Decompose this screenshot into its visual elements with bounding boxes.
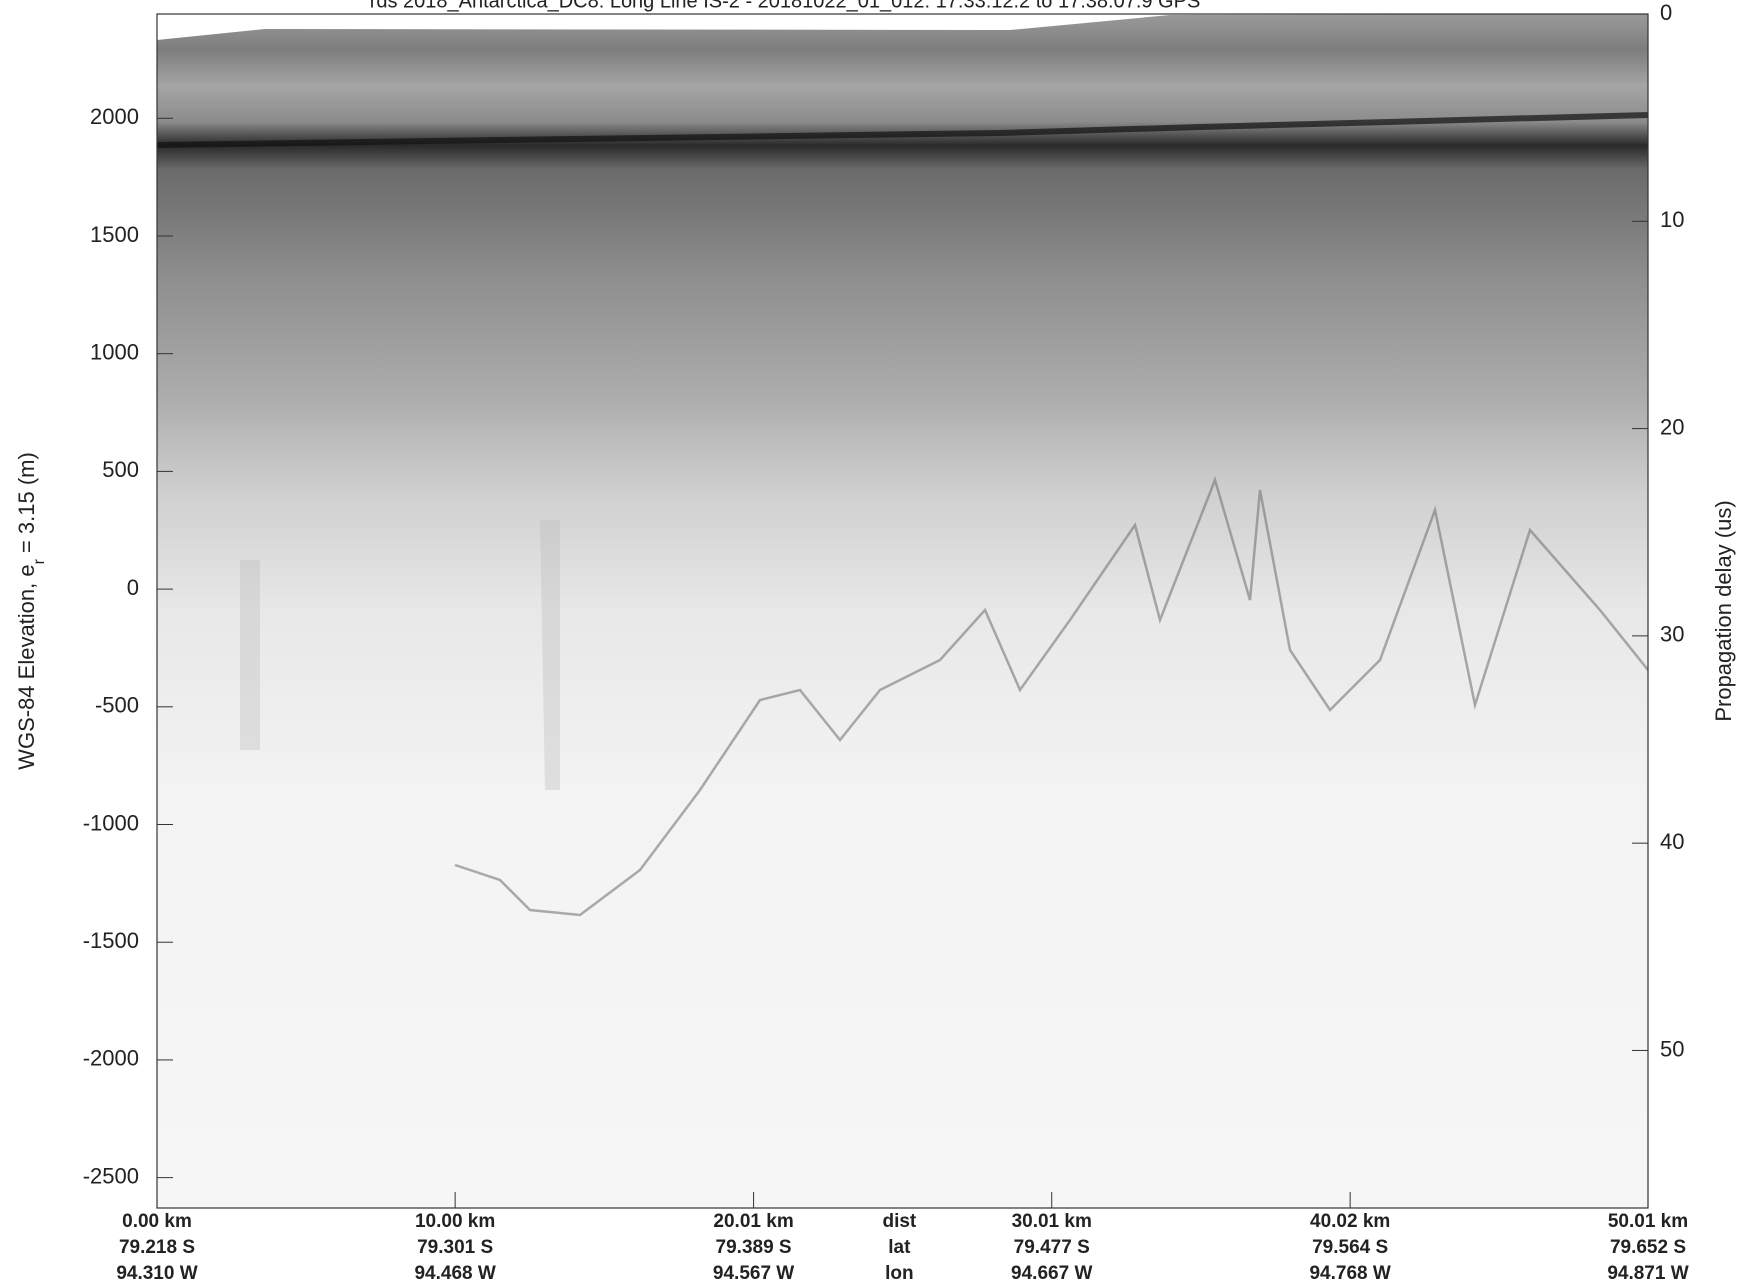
lat-label: 79.564 S — [1312, 1237, 1388, 1258]
lat-label: 79.301 S — [417, 1237, 493, 1258]
y-tick-label: 2000 — [90, 104, 139, 129]
x-tick-label: 20.01 km — [713, 1211, 793, 1232]
y-tick-label: 1000 — [90, 340, 139, 365]
y-tick-label: -1000 — [83, 810, 139, 835]
x-tick-label: 0.00 km — [122, 1211, 192, 1232]
lat-label: 79.477 S — [1014, 1237, 1090, 1258]
y-tick-label: -1500 — [83, 928, 139, 953]
y-axis-label-main: WGS-84 Elevation, e — [14, 564, 39, 769]
lon-label: 94.871 W — [1607, 1263, 1688, 1284]
lon-label: 94.468 W — [414, 1263, 495, 1284]
y2-tick-label: 20 — [1660, 414, 1684, 439]
row-name: lat — [888, 1237, 911, 1258]
lon-label: 94.310 W — [116, 1263, 197, 1284]
lon-label: 94.567 W — [713, 1263, 794, 1284]
y2-axis-label: Propagation delay (us) — [1711, 500, 1736, 721]
row-name: dist — [882, 1211, 916, 1232]
echogram-image — [156, 14, 1649, 1208]
chart-title: rds 2018_Antarctica_DC8: Long Line IS-2 … — [370, 0, 1201, 12]
y-axis-label: WGS-84 Elevation, er = 3.15 (m) — [14, 452, 48, 770]
x-tick-label: 40.02 km — [1310, 1211, 1390, 1232]
lon-label: 94.667 W — [1011, 1263, 1092, 1284]
plot-frame — [156, 13, 1649, 1209]
y-axis-label-end: = 3.15 (m) — [14, 452, 39, 553]
x-tick-label: 30.01 km — [1012, 1211, 1092, 1232]
lat-label: 79.652 S — [1610, 1237, 1686, 1258]
y2-tick-label: 30 — [1660, 622, 1684, 647]
lon-label: 94.768 W — [1309, 1263, 1390, 1284]
row-name: lon — [885, 1263, 914, 1284]
y-tick-label: -2500 — [83, 1163, 139, 1188]
y2-tick-label: 40 — [1660, 829, 1684, 854]
x-tick-label: 50.01 km — [1608, 1211, 1688, 1232]
y-tick-label: 500 — [102, 457, 139, 482]
y-tick-label: 0 — [127, 575, 139, 600]
y-tick-label: -2000 — [83, 1046, 139, 1071]
x-tick-label: 10.00 km — [415, 1211, 495, 1232]
lat-label: 79.389 S — [716, 1237, 792, 1258]
y-axis-label-sub: r — [31, 558, 48, 564]
y2-tick-label: 0 — [1660, 0, 1672, 25]
y-tick-label: -500 — [95, 693, 139, 718]
y2-tick-label: 50 — [1660, 1036, 1684, 1061]
y-tick-label: 1500 — [90, 222, 139, 247]
lat-label: 79.218 S — [119, 1237, 195, 1258]
y2-tick-label: 10 — [1660, 207, 1684, 232]
